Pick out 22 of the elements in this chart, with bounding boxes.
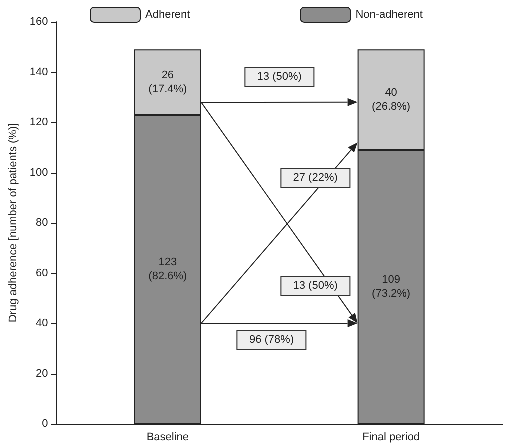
data-label: 123 (82.6%) [148, 256, 188, 282]
y-tick-label: 20 [36, 368, 48, 380]
annotation: 13 (50%) [280, 276, 351, 296]
data-label: 26 (17.4%) [148, 69, 188, 96]
annotation: 96 (78%) [236, 330, 308, 350]
y-tick-label: 100 [30, 166, 48, 179]
annotation: 13 (50%) [244, 67, 315, 88]
data-label: 109 (73.2%) [372, 274, 411, 300]
y-tick-label: 80 [36, 217, 48, 229]
y-axis-title: Drug adherence [number of patients (%)] [8, 123, 20, 323]
annotation: 27 (22%) [280, 168, 351, 188]
y-tick-label: 120 [30, 116, 48, 128]
data-label: 40 (26.8%) [372, 86, 411, 113]
y-tick-label: 40 [36, 318, 48, 330]
x-tick-label: Final period [362, 432, 420, 444]
y-tick-label: 160 [30, 16, 48, 28]
x-tick-label: Baseline [146, 432, 190, 444]
legend-label: Non-adherent [356, 9, 423, 21]
y-tick-label: 0 [42, 418, 48, 430]
legend-label: Adherent [146, 9, 190, 21]
y-tick-label: 60 [36, 267, 48, 280]
y-tick-label: 140 [30, 66, 48, 78]
